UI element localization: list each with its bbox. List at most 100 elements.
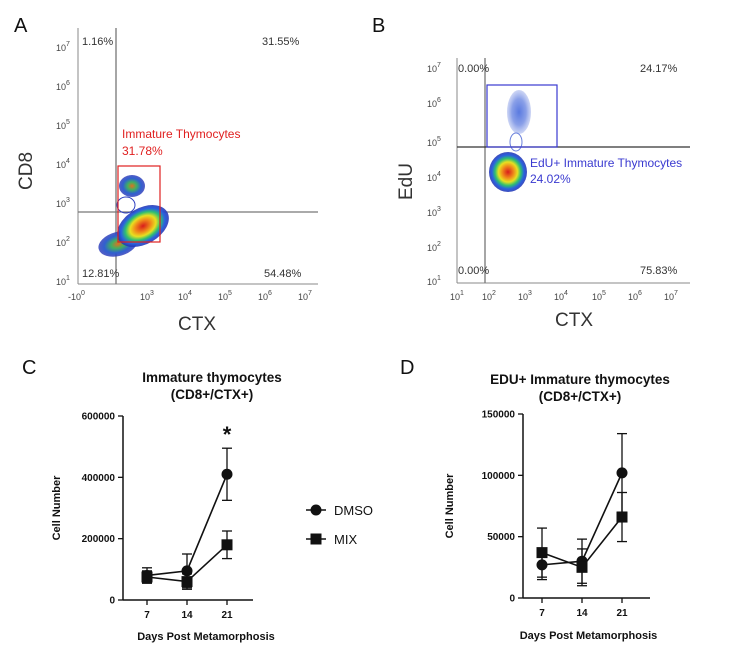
chart-c: 0 200000 400000 600000 7 14 21 Cell Number Days … — [51, 412, 275, 644]
panel-d: D EDU+ Immature thymocytes (CD8+/CTX+) 0… — [400, 357, 670, 642]
y-axis-label-c: Cell Number — [51, 475, 63, 541]
point-mix-c — [181, 576, 193, 588]
quad-bottom-right-b: 75.83% — [640, 265, 678, 277]
y-ticks-a: 101 102 103 104 105 106 107 — [56, 41, 70, 287]
density-contour-b — [509, 132, 523, 152]
chart-title-d-2: (CD8+/CTX+) — [539, 389, 622, 404]
x-tick-a-3: 104 — [178, 290, 192, 302]
x-tick-label-d: 14 — [576, 608, 588, 619]
x-axis-title-a: CTX — [178, 314, 216, 335]
panel-letter-c: C — [22, 357, 36, 379]
x-ticks-b: 101 102 103 104 105 106 107 — [450, 290, 678, 302]
y-tick-b-4: 104 — [427, 171, 441, 183]
x-tick-b-3: 103 — [518, 290, 532, 302]
density-plot-b — [489, 90, 531, 192]
quad-bottom-left-a: 12.81% — [82, 268, 120, 280]
y-axis-label-d: Cell Number — [444, 473, 456, 539]
y-axis-title-a: CD8 — [16, 152, 37, 190]
panel-letter-b: B — [372, 15, 385, 37]
gate-rect-b — [486, 84, 558, 148]
gate-value-a: 31.78% — [122, 144, 163, 158]
x-tick-label-d: 21 — [616, 608, 628, 619]
y-tick-label-c: 400000 — [82, 473, 116, 484]
y-tick-b-6: 106 — [427, 97, 441, 109]
y-tick-label-c: 0 — [109, 596, 115, 607]
point-mix-c — [141, 571, 153, 583]
panel-c: C Immature thymocytes (CD8+/CTX+) 0 20000… — [22, 357, 282, 643]
panel-a: A 101 102 103 104 105 106 107 -100 103 1… — [14, 15, 318, 335]
point-dmso-c — [221, 468, 233, 480]
quad-top-left-b: 0.00% — [458, 63, 489, 75]
x-tick-label-c: 14 — [181, 610, 193, 621]
chart-title-c-1: Immature thymocytes — [142, 370, 282, 385]
y-tick-a-3: 103 — [56, 197, 70, 209]
y-tick-label-d: 50000 — [487, 532, 515, 543]
y-tick-a-2: 102 — [56, 236, 70, 248]
gate-rect-a — [117, 165, 161, 243]
y-ticks-b: 101 102 103 104 105 106 107 — [427, 62, 441, 287]
gate-label-a: Immature Thymocytes — [122, 127, 240, 141]
panel-letter-d: D — [400, 357, 414, 379]
y-tick-a-7: 107 — [56, 41, 70, 53]
chart-title-d-1: EDU+ Immature thymocytes — [490, 372, 670, 387]
x-tick-a-4: 105 — [218, 290, 232, 302]
point-dmso-d — [616, 467, 628, 479]
density-blob-b-main — [489, 152, 527, 192]
x-tick-b-6: 106 — [628, 290, 642, 302]
quad-top-right-a: 31.55% — [262, 36, 300, 48]
x-tick-label-c: 21 — [221, 610, 233, 621]
point-mix-d — [576, 561, 588, 573]
x-tick-b-1: 101 — [450, 290, 464, 302]
legend: DMSO MIX — [306, 503, 373, 547]
y-tick-b-5: 105 — [427, 136, 441, 148]
x-tick-a-5: 106 — [258, 290, 272, 302]
density-contour-a — [116, 196, 136, 214]
gate-label-b: EdU+ Immature Thymocytes — [530, 156, 682, 170]
x-axis-title-b: CTX — [555, 310, 593, 331]
x-tick-label-c: 7 — [144, 610, 150, 621]
y-tick-label-d: 0 — [509, 594, 515, 605]
y-tick-b-7: 107 — [427, 62, 441, 74]
quad-bottom-right-a: 54.48% — [264, 268, 302, 280]
legend-mix-label: MIX — [334, 532, 357, 547]
chart-d: 0 50000 100000 150000 7 14 21 Cell Number Days P… — [444, 410, 657, 643]
density-blob-a-upper — [119, 175, 145, 197]
density-blob-a-main — [117, 205, 169, 247]
quad-top-right-b: 24.17% — [640, 63, 678, 75]
significance-star-c: * — [223, 422, 232, 447]
x-tick-a-1: -100 — [68, 290, 85, 302]
x-tick-b-2: 102 — [482, 290, 496, 302]
y-tick-a-1: 101 — [56, 275, 70, 287]
point-mix-d — [536, 547, 548, 559]
density-blob-b-upper — [507, 90, 531, 134]
y-tick-label-c: 200000 — [82, 534, 116, 545]
y-tick-b-1: 101 — [427, 275, 441, 287]
y-tick-label-d: 150000 — [482, 410, 516, 421]
x-tick-label-d: 7 — [539, 608, 545, 619]
legend-dmso-label: DMSO — [334, 503, 373, 518]
x-tick-a-2: 103 — [140, 290, 154, 302]
quad-top-left-a: 1.16% — [82, 36, 113, 48]
y-tick-label-c: 600000 — [82, 412, 116, 423]
panel-letter-a: A — [14, 15, 28, 37]
x-ticks-a: -100 103 104 105 106 107 — [68, 290, 312, 302]
chart-title-c-2: (CD8+/CTX+) — [171, 387, 254, 402]
panel-b: B 101 102 103 104 105 106 107 101 102 10… — [372, 15, 690, 331]
y-tick-label-d: 100000 — [482, 471, 516, 482]
x-tick-b-5: 105 — [592, 290, 606, 302]
density-plot-a — [98, 175, 169, 257]
gate-value-b: 24.02% — [530, 172, 571, 186]
point-mix-c — [221, 539, 233, 551]
x-tick-a-6: 107 — [298, 290, 312, 302]
x-axis-label-d: Days Post Metamorphosis — [520, 630, 658, 642]
point-mix-d — [616, 511, 628, 523]
quad-bottom-left-b: 0.00% — [458, 265, 489, 277]
x-axis-label-c: Days Post Metamorphosis — [137, 631, 275, 643]
x-tick-b-7: 107 — [664, 290, 678, 302]
x-tick-b-4: 104 — [554, 290, 568, 302]
y-tick-a-5: 105 — [56, 119, 70, 131]
y-tick-b-2: 102 — [427, 241, 441, 253]
y-axis-title-b: EdU — [396, 163, 417, 200]
y-tick-a-6: 106 — [56, 80, 70, 92]
